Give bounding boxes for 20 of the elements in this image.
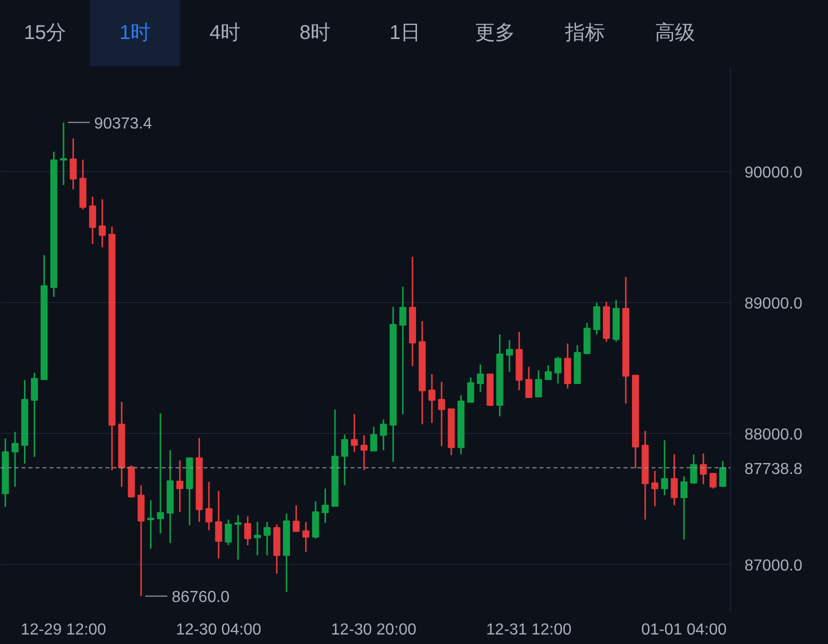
text: 4时 bbox=[208, 21, 242, 46]
y-tick-label: 89000.0 bbox=[744, 295, 802, 312]
annotation: 86760.0 bbox=[172, 589, 230, 606]
text: 更多 bbox=[474, 21, 516, 46]
x-tick-label: 01-01 04:00 bbox=[641, 622, 727, 638]
x-tick-label: 12-30 04:00 bbox=[176, 622, 262, 638]
x-tick-label: 12-29 12:00 bbox=[20, 622, 106, 638]
text: 指标 bbox=[564, 21, 606, 46]
text: 高级 bbox=[654, 21, 696, 46]
annotation: 90373.4 bbox=[94, 115, 152, 132]
text: 8时 bbox=[298, 21, 332, 46]
y-tick-label: 87000.0 bbox=[744, 558, 802, 575]
y-tick-label: 90000.0 bbox=[744, 164, 802, 182]
text: 1时 bbox=[90, 0, 180, 66]
text: 15分 bbox=[22, 21, 68, 46]
x-tick-label: 12-31 12:00 bbox=[486, 622, 572, 638]
text: 1日 bbox=[388, 21, 422, 46]
ref-line-label: 87738.8 bbox=[744, 460, 802, 478]
x-tick-label: 12-30 20:00 bbox=[331, 622, 417, 638]
y-tick-label: 88000.0 bbox=[744, 426, 802, 444]
